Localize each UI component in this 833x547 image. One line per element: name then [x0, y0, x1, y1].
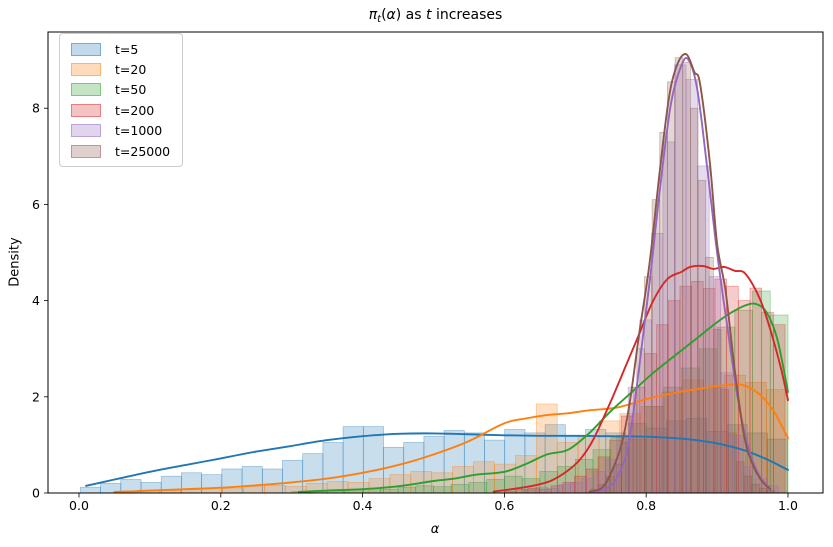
hist-bar: [743, 475, 753, 494]
legend-item-t-200: t=200: [71, 100, 170, 120]
x-axis-label: α: [430, 522, 440, 537]
chart-title-part: t: [426, 7, 432, 23]
hist-bar: [379, 488, 399, 494]
hist-bar: [80, 486, 101, 494]
legend-label: t=50: [115, 82, 147, 98]
hist-bar: [682, 62, 691, 494]
hist-bar: [720, 389, 730, 494]
x-tick-label: 1.0: [778, 498, 798, 513]
histogram-t-50: [291, 290, 789, 494]
hist-bar: [758, 487, 768, 494]
hist-bar: [468, 482, 487, 494]
hist-bar: [535, 486, 548, 494]
x-tick-label: 0.0: [69, 498, 89, 513]
legend-label: t=20: [115, 62, 147, 78]
legend-swatch-icon: [71, 63, 101, 77]
y-tick-label: 4: [32, 293, 40, 308]
hist-bar: [713, 329, 722, 494]
hist-bar: [570, 482, 583, 494]
chart-title-part: (: [381, 7, 387, 23]
hist-bar: [674, 57, 684, 494]
x-tick-label: 0.2: [211, 498, 231, 513]
hist-bar: [736, 461, 745, 494]
hist-bar: [415, 485, 434, 494]
y-tick-label: 8: [32, 101, 40, 116]
hist-bar: [450, 483, 470, 494]
legend-item-t-20: t=20: [71, 59, 170, 79]
kde-curve-t-200: [492, 264, 789, 493]
legend-item-t-25000: t=25000: [71, 141, 170, 161]
y-tick-label: 6: [32, 197, 40, 212]
chart-title-part: ): [395, 7, 402, 23]
kde-curve-t-20: [113, 383, 789, 493]
legend-swatch-icon: [71, 42, 101, 56]
hist-bar: [397, 486, 417, 494]
x-tick-label: 0.6: [494, 498, 514, 513]
x-tick-label: 0.8: [636, 498, 656, 513]
hist-bar: [558, 483, 571, 494]
legend-swatch-icon: [71, 83, 101, 97]
legend-item-t-1000: t=1000: [71, 121, 170, 141]
hist-bar: [705, 256, 714, 494]
legend-item-t-50: t=50: [71, 80, 170, 100]
hist-bar: [728, 432, 737, 494]
legend: t=5 t=20 t=50 t=200 t=1000 t=25000: [59, 33, 184, 168]
legend-swatch-icon: [71, 144, 101, 158]
axes-spines: [47, 31, 824, 494]
legend-swatch-icon: [71, 103, 101, 117]
chart-title-part: as: [401, 7, 427, 23]
chart-title: πt(α) as t increases: [48, 5, 823, 30]
histogram-t-5: [80, 418, 788, 494]
kde-curve-t-25000: [588, 53, 772, 493]
hist-bar: [667, 81, 676, 494]
legend-label: t=1000: [115, 123, 163, 139]
kde-curve-t-50: [297, 302, 789, 493]
legend-label: t=25000: [115, 143, 171, 159]
legend-label: t=200: [115, 102, 155, 118]
hist-bar: [243, 486, 265, 494]
kde-curve-t-5: [85, 432, 789, 487]
hist-bar: [264, 484, 286, 494]
x-tick-label: 0.4: [353, 498, 373, 513]
hist-bar: [222, 488, 244, 494]
hist-bar: [546, 487, 560, 494]
legend-label: t=5: [115, 41, 139, 57]
chart-title-part: α: [386, 7, 396, 23]
hist-bar: [751, 483, 760, 494]
hist-bar: [433, 486, 452, 494]
hist-bar: [523, 488, 537, 494]
legend-swatch-icon: [71, 124, 101, 138]
chart-title-part: π: [368, 7, 378, 23]
chart-title-part: t: [377, 14, 382, 25]
histogram-t-20: [117, 374, 788, 494]
y-tick-label: 0: [32, 486, 40, 501]
chart-title-part: increases: [431, 7, 503, 23]
y-tick-label: 2: [32, 389, 40, 404]
legend-item-t-5: t=5: [71, 39, 170, 59]
hist-bar: [690, 107, 699, 494]
